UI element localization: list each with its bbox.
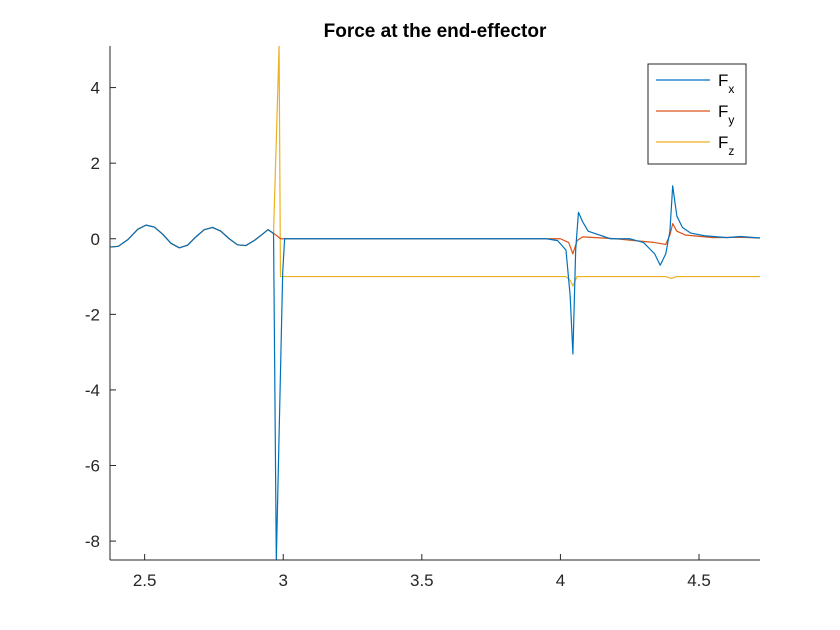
y-tick-label: 0	[91, 230, 100, 249]
y-tick-label: 4	[91, 79, 100, 98]
x-tick-label: 3.5	[410, 571, 434, 590]
series-line-fx	[110, 185, 760, 560]
y-tick-label: -6	[85, 457, 100, 476]
x-tick-label: 3	[279, 571, 288, 590]
legend-subscript: y	[728, 113, 734, 127]
y-tick-label: -2	[85, 305, 100, 324]
series-layer	[110, 46, 760, 560]
x-tick-label: 4	[556, 571, 565, 590]
y-tick-label: 2	[91, 154, 100, 173]
x-tick-label: 4.5	[687, 571, 711, 590]
chart-title: Force at the end-effector	[324, 21, 547, 42]
y-tick-label: -4	[85, 381, 100, 400]
y-tick-label: -8	[85, 532, 100, 551]
legend-subscript: x	[728, 82, 734, 96]
x-tick-label: 2.5	[133, 571, 157, 590]
axes-layer: 2.5 3 3.5 4 4.5 4 2 0 -2 -4 -6 -8	[85, 46, 760, 590]
legend-box	[647, 63, 747, 165]
legend-subscript: z	[728, 144, 734, 158]
